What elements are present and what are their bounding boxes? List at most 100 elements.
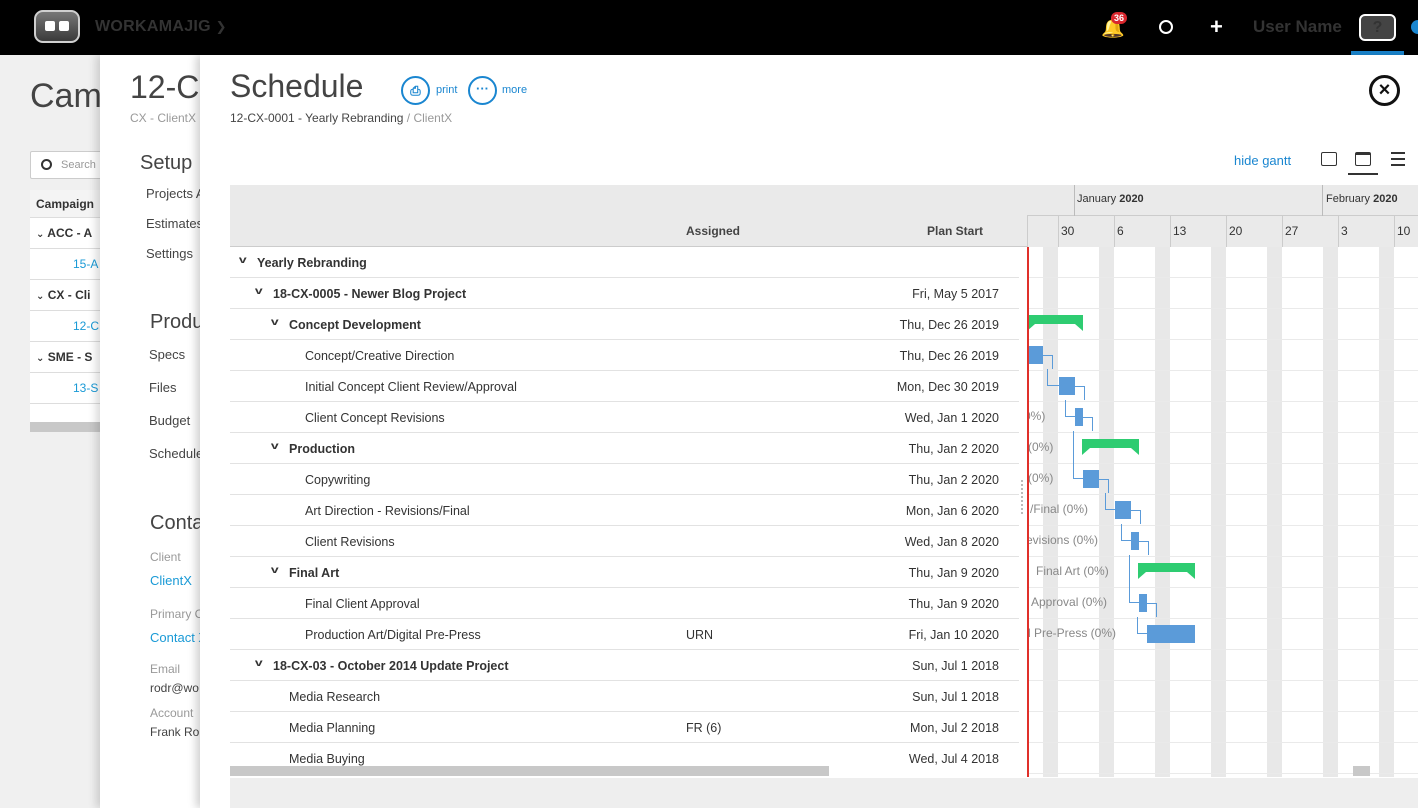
gantt-task-bar[interactable] <box>1083 470 1099 488</box>
gantt-horizontal-scrollbar[interactable] <box>1353 766 1370 776</box>
table-row[interactable]: Concept/Creative Direction Thu, Dec 26 20… <box>230 340 1019 371</box>
campaign-row[interactable]: 13-S <box>30 373 110 404</box>
chevron-down-icon[interactable]: v <box>254 286 263 297</box>
gantt-task-label: l Pre-Press (0%) <box>1028 626 1117 640</box>
table-row[interactable]: Client Concept Revisions Wed, Jan 1 2020 <box>230 402 1019 433</box>
add-icon[interactable]: + <box>1210 14 1223 39</box>
setup-item[interactable]: Settings <box>146 246 193 261</box>
campaign-row-label: 15-A <box>73 257 99 271</box>
table-row[interactable]: Media Buying Wed, Jul 4 2018 <box>230 743 1019 766</box>
column-header-plan-start[interactable]: Plan Start <box>927 224 984 238</box>
campaign-row[interactable]: ⌄ ACC - A <box>30 218 110 249</box>
client-link[interactable]: ClientX <box>150 573 192 588</box>
table-row[interactable]: v 18-CX-0005 - Newer Blog Project Fri, May… <box>230 278 1019 309</box>
week-label: 20 <box>1229 224 1243 238</box>
table-row[interactable]: v 18-CX-03 - October 2014 Update Project S… <box>230 650 1019 681</box>
campaign-row[interactable]: ⌄ SME - S <box>30 342 110 373</box>
today-marker-line <box>1027 247 1029 777</box>
table-row[interactable]: v Yearly Rebranding <box>230 247 1019 278</box>
list-view-icon[interactable] <box>1391 152 1405 166</box>
help-button[interactable]: ? <box>1359 14 1396 41</box>
gantt-month-header: January 2020 February 2020 <box>1027 185 1418 216</box>
status-dot[interactable] <box>1411 20 1418 34</box>
table-row[interactable]: Media Planning FR (6) Mon, Jul 2 2018 <box>230 712 1019 743</box>
table-row[interactable]: Copywriting Thu, Jan 2 2020 <box>230 464 1019 495</box>
gantt-row <box>1027 340 1418 371</box>
row-assigned: URN <box>686 628 714 642</box>
dependency-line <box>1075 386 1085 400</box>
more-label[interactable]: more <box>502 84 528 96</box>
campaign-row-label: CX - Cli <box>47 288 91 302</box>
gantt-summary-bar[interactable] <box>1027 315 1083 331</box>
grid-only-view-icon[interactable] <box>1321 152 1337 166</box>
row-assigned: FR (6) <box>686 721 722 735</box>
pane-resize-handle[interactable] <box>1021 480 1026 514</box>
table-row[interactable]: Production Art/Digital Pre-Press URN Fri, … <box>230 619 1019 650</box>
row-plan-start: Thu, Jan 9 2020 <box>908 566 999 580</box>
hide-gantt-link[interactable]: hide gantt <box>1234 153 1292 168</box>
split-view-icon[interactable] <box>1355 152 1371 166</box>
table-row[interactable]: v Final Art Thu, Jan 9 2020 <box>230 557 1019 588</box>
table-row[interactable]: Initial Concept Client Review/Approval Mo… <box>230 371 1019 402</box>
breadcrumb-client[interactable]: ClientX <box>413 111 453 125</box>
gantt-task-label: (0%) <box>1028 440 1054 454</box>
gantt-task-bar[interactable] <box>1059 377 1075 395</box>
table-row[interactable]: Client Revisions Wed, Jan 8 2020 <box>230 526 1019 557</box>
brand-menu[interactable]: WORKAMAJIG ❯ <box>95 18 227 36</box>
campaign-row[interactable]: 15-A <box>30 249 110 280</box>
print-label[interactable]: print <box>436 84 458 96</box>
table-row[interactable]: v Concept Development Thu, Dec 26 2019 <box>230 309 1019 340</box>
chevron-down-icon[interactable]: v <box>254 658 263 669</box>
gantt-row <box>1027 650 1418 681</box>
app-logo-icon[interactable] <box>34 10 80 43</box>
campaign-column-header[interactable]: Campaign <box>30 190 110 218</box>
print-button[interactable]: ⎙ <box>401 76 430 105</box>
month-label: January 2020 <box>1077 193 1144 205</box>
table-row[interactable]: v Production Thu, Jan 2 2020 <box>230 433 1019 464</box>
search-icon[interactable] <box>1159 20 1173 34</box>
gantt-summary-bar[interactable] <box>1082 439 1139 455</box>
gantt-task-bar[interactable] <box>1115 501 1131 519</box>
chevron-down-icon[interactable]: v <box>270 441 279 452</box>
gantt-summary-bar[interactable] <box>1138 563 1195 579</box>
gantt-chart[interactable]: 0%) (0%) (0%) /Final (0%) evisions (0%) … <box>1027 247 1418 777</box>
setup-item[interactable]: Projects A <box>146 186 205 201</box>
gantt-row <box>1027 681 1418 712</box>
month-label: February 2020 <box>1326 193 1398 205</box>
user-menu[interactable]: User Name <box>1253 17 1342 36</box>
row-plan-start: Sun, Jul 1 2018 <box>912 659 999 673</box>
breadcrumb-project[interactable]: 12-CX-0001 - Yearly Rebranding <box>230 111 404 125</box>
campaign-row[interactable]: ⌄ CX - Cli <box>30 280 110 311</box>
column-header-assigned[interactable]: Assigned <box>686 224 741 238</box>
grid-horizontal-scrollbar[interactable] <box>230 766 829 776</box>
printer-icon: ⎙ <box>410 83 421 98</box>
gantt-task-bar[interactable] <box>1131 532 1139 550</box>
production-heading: Produ <box>150 311 204 333</box>
campaign-scrollbar[interactable] <box>30 422 110 432</box>
primary-contact-link[interactable]: Contact X <box>150 630 208 645</box>
chevron-down-icon[interactable]: v <box>270 317 279 328</box>
gantt-task-bar[interactable] <box>1027 346 1043 364</box>
week-divider <box>1226 216 1227 247</box>
chevron-down-icon[interactable]: v <box>238 255 247 266</box>
chevron-down-icon[interactable]: v <box>270 565 279 576</box>
production-item[interactable]: Budget <box>149 413 191 428</box>
campaign-row[interactable]: 12-C <box>30 311 110 342</box>
production-item[interactable]: Specs <box>149 347 186 362</box>
gantt-task-bar[interactable] <box>1147 625 1195 643</box>
table-row[interactable]: Final Client Approval Thu, Jan 9 2020 <box>230 588 1019 619</box>
gantt-row <box>1027 588 1418 619</box>
chevron-down-icon: ❯ <box>215 19 227 34</box>
gantt-task-bar[interactable] <box>1075 408 1083 426</box>
close-button[interactable]: × <box>1369 75 1400 106</box>
dependency-line <box>1099 479 1109 493</box>
table-row[interactable]: Art Direction - Revisions/Final Mon, Jan … <box>230 495 1019 526</box>
production-item[interactable]: Files <box>149 380 177 395</box>
gantt-task-bar[interactable] <box>1139 594 1147 612</box>
row-plan-start: Wed, Jul 4 2018 <box>908 752 999 766</box>
setup-item[interactable]: Estimates <box>146 216 204 231</box>
table-row[interactable]: Media Research Sun, Jul 1 2018 <box>230 681 1019 712</box>
production-item[interactable]: Schedule <box>149 446 204 461</box>
more-button[interactable]: ··· <box>468 76 497 105</box>
row-plan-start: Wed, Jan 8 2020 <box>904 535 999 549</box>
